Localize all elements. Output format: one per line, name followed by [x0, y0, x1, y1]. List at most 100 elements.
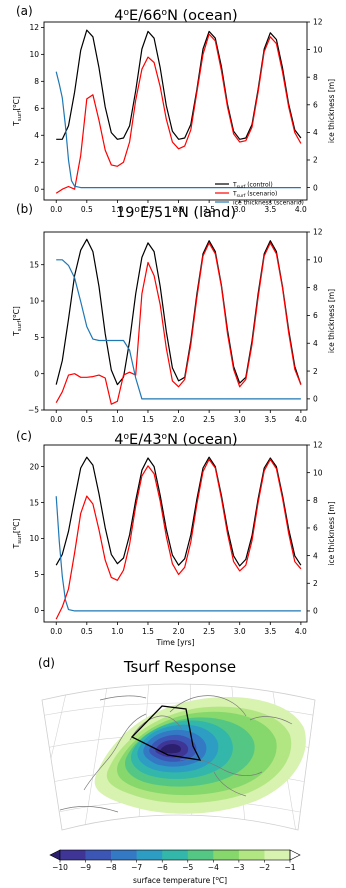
x-tick-label: 3.0	[234, 205, 246, 214]
y-tick-label: 0	[34, 369, 39, 378]
x-tick-label: 1.0	[111, 415, 123, 424]
y-tick-label: 0	[34, 185, 39, 194]
panel-b-frame	[43, 231, 308, 411]
y-tick-label: 15	[29, 260, 39, 269]
tsurf-scenario-line	[55, 242, 302, 405]
colorbar-tick-label: −1	[284, 863, 295, 872]
tsurf-control-line	[55, 456, 302, 567]
y-tick-label: 4	[34, 131, 39, 140]
colorbar-segment	[187, 850, 214, 860]
tsurf-scenario-line	[55, 458, 302, 620]
y2-tick-label: 6	[313, 100, 318, 109]
colorbar-segment	[111, 850, 137, 860]
y2-tick-label: 2	[313, 367, 318, 376]
colorbar-tick-label: −6	[157, 863, 168, 872]
colorbar-extend-high	[289, 849, 301, 861]
x-tick-label: 1.5	[142, 627, 154, 636]
colorbar-segment	[136, 850, 163, 860]
x-tick-label: 4.0	[295, 627, 307, 636]
y2-tick-label: 10	[313, 45, 323, 54]
x-tick-label: 4.0	[295, 415, 307, 424]
x-tick-label: 1.0	[111, 205, 123, 214]
y2-tick-label: 0	[313, 183, 318, 192]
y2-tick-label: 12	[313, 228, 323, 237]
panel-b-label: (b)	[16, 202, 33, 216]
ice-thickness-line	[56, 259, 301, 400]
y-tick-label: 8	[34, 77, 39, 86]
x-tick-label: 0.0	[50, 415, 62, 424]
colorbar-segment	[264, 850, 291, 860]
y2-tick-label: 8	[313, 283, 318, 292]
y-axis-label: Tsurf[oC]	[12, 519, 23, 550]
x-tick-label: 0.0	[50, 627, 62, 636]
y2-axis-label: ice thickness [m]	[327, 289, 336, 353]
map-border	[41, 683, 316, 831]
panel-d-title: Tsurf Response	[123, 658, 236, 676]
panel-a-frame	[43, 21, 308, 201]
y2-tick-label: 6	[313, 311, 318, 320]
x-tick-label: 2.0	[173, 205, 185, 214]
y-tick-label: 5	[34, 333, 39, 342]
x-tick-label: 1.5	[142, 415, 154, 424]
tsurf-control-line	[55, 238, 302, 386]
x-tick-label: 2.5	[203, 415, 215, 424]
legend-entry: Tsurf (scenario)	[232, 190, 277, 199]
colorbar-tick-label: −7	[131, 863, 142, 872]
panel-b-title: 19oE/51oN (land)	[116, 205, 236, 221]
colorbar-tick-label: −10	[52, 863, 68, 872]
y2-axis-label: ice thickness [m]	[327, 79, 336, 143]
x-tick-label: 3.5	[264, 627, 276, 636]
x-tick-label: 3.0	[234, 415, 246, 424]
ice-thickness-line	[55, 496, 301, 612]
x-tick-label: 0.5	[81, 205, 93, 214]
perturbation-region-outline	[130, 705, 202, 761]
y-tick-label: 6	[34, 104, 39, 113]
x-tick-label: 3.0	[234, 627, 246, 636]
legend-entry: Tsurf (control)	[232, 181, 273, 190]
panel-a: (a) 4oE/66oN (ocean) 0.0 0.5 1.0 1.5 2.0 2.5 3.0…	[12, 4, 336, 214]
colorbar-frame	[59, 849, 291, 861]
y-tick-label: 2	[34, 158, 39, 167]
panel-c-title: 4oE/43oN (ocean)	[114, 432, 237, 448]
y-tick-label: −5	[28, 406, 39, 415]
y2-tick-label: 0	[313, 395, 318, 404]
colorbar-extend-low	[49, 849, 61, 861]
x-tick-label: 1.0	[111, 627, 123, 636]
y2-tick-label: 12	[313, 441, 323, 450]
y-tick-label: 10	[29, 534, 39, 543]
colorbar-tick-label: −2	[259, 863, 270, 872]
colorbar-segment	[85, 850, 112, 860]
y2-tick-label: 6	[313, 524, 318, 533]
y2-tick-label: 4	[313, 128, 318, 137]
y2-tick-label: 10	[313, 256, 323, 265]
colorbar-tick-label: −3	[233, 863, 244, 872]
y-tick-label: 12	[29, 23, 39, 32]
y2-tick-label: 4	[313, 551, 318, 560]
colorbar-segment	[60, 850, 86, 860]
y-tick-label: 10	[29, 50, 39, 59]
y-axis-label: Tsurf[oC]	[12, 306, 23, 337]
x-tick-label: 1.5	[142, 205, 154, 214]
colorbar: −10 −9 −8 −7 −6 −5 −4 −3 −2 −1	[49, 849, 301, 872]
x-tick-label: 2.0	[173, 627, 185, 636]
y-tick-label: 10	[29, 297, 39, 306]
panel-c: (c) 4oE/43oN (ocean) 0.0 0.5 1.0 1.5 2.0 2.5 3.0…	[12, 429, 336, 647]
panel-c-label: (c)	[16, 429, 32, 443]
y2-tick-label: 8	[313, 73, 318, 82]
panel-d-label: (d)	[38, 656, 55, 670]
x-axis-label: Time [yrs]	[155, 638, 194, 647]
colorbar-tick-label: −4	[208, 863, 219, 872]
y2-tick-label: 2	[313, 156, 318, 165]
x-tick-label: 3.5	[264, 205, 276, 214]
panel-a-title: 4oE/66oN (ocean)	[114, 8, 237, 24]
x-tick-label: 0.5	[81, 415, 93, 424]
x-tick-label: 3.5	[264, 415, 276, 424]
y2-tick-label: 10	[313, 468, 323, 477]
y-tick-label: 5	[34, 570, 39, 579]
y2-tick-label: 8	[313, 496, 318, 505]
y2-tick-label: 12	[313, 18, 323, 27]
colorbar-tick-label: −5	[182, 863, 193, 872]
panel-d: (d) Tsurf Response	[38, 656, 316, 885]
colorbar-segment	[162, 850, 189, 860]
